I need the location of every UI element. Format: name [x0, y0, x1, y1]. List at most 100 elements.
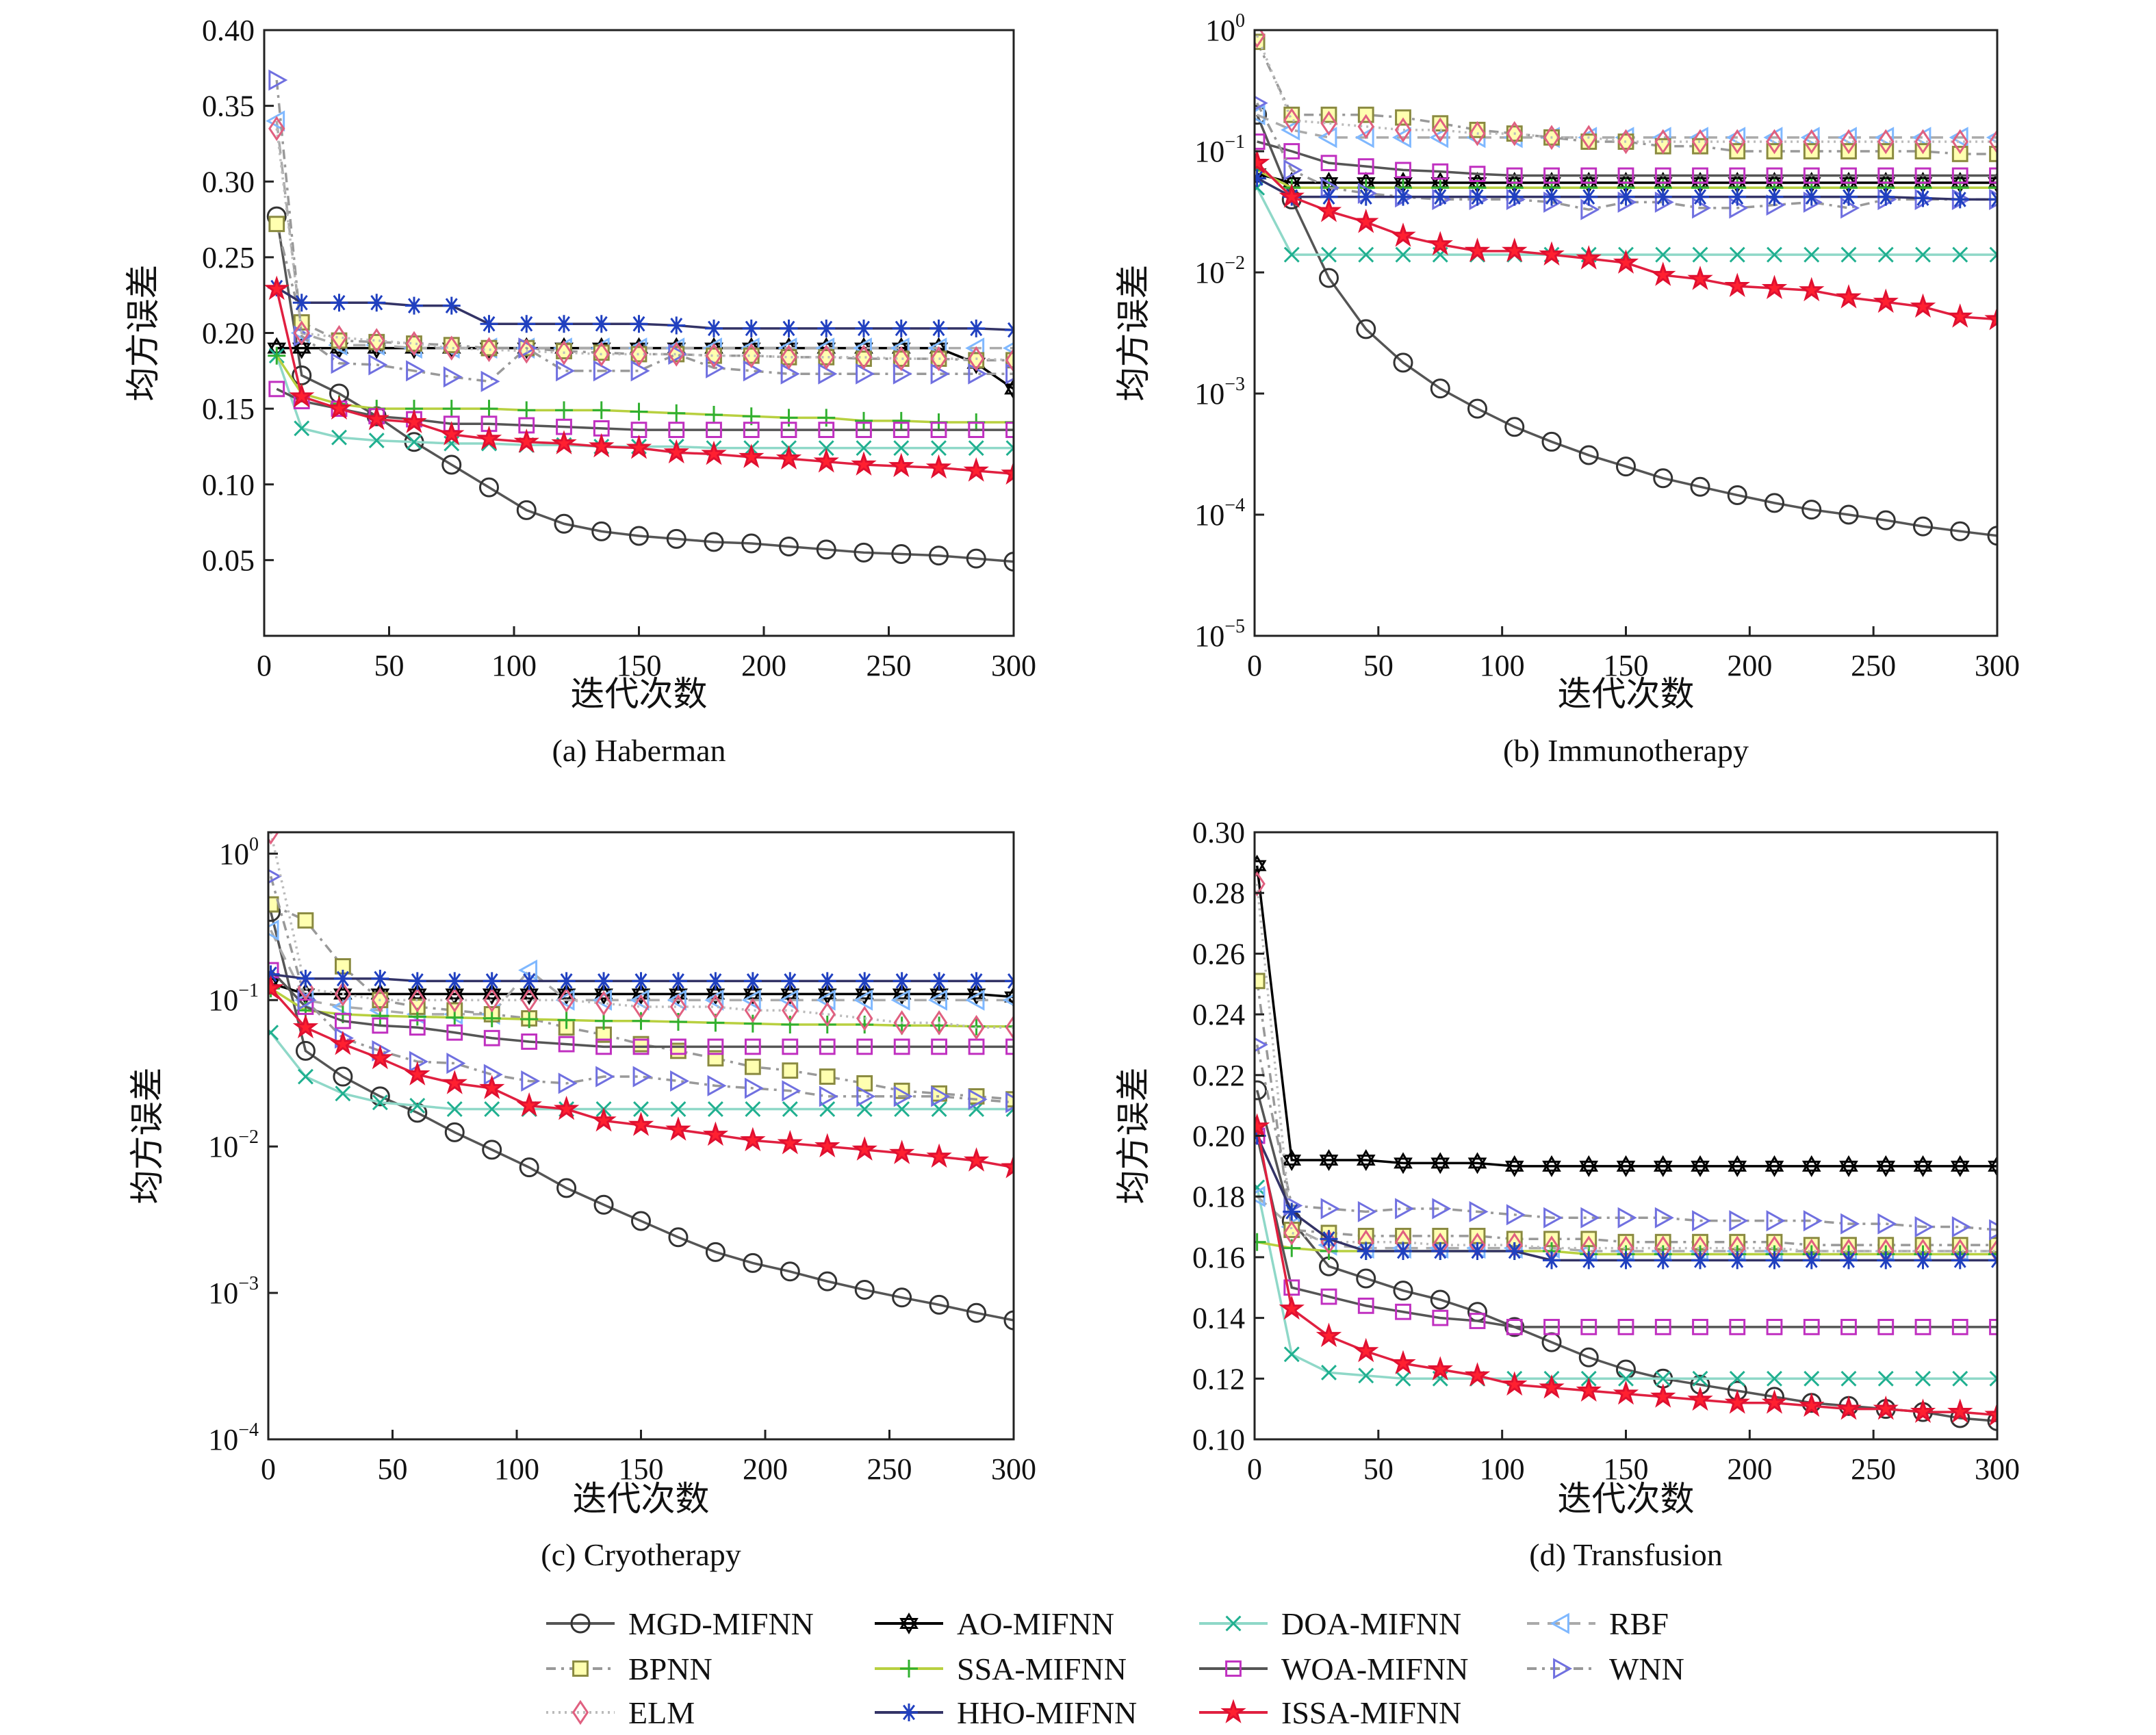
data-point: [1464, 1362, 1491, 1387]
data-point: [892, 411, 910, 430]
data-point: [1283, 107, 1300, 133]
data-point: [1467, 398, 1487, 419]
data-point: [1255, 95, 1268, 111]
y-tick-label: 0.30: [202, 165, 255, 198]
y-tick-label: 0.20: [1192, 1120, 1245, 1153]
data-point: [780, 344, 797, 370]
data-point: [331, 352, 350, 374]
data-point: [1877, 1370, 1894, 1387]
data-point: [968, 1014, 985, 1040]
data-point: [1255, 1179, 1266, 1196]
data-point: [668, 1227, 689, 1248]
data-point: [931, 1038, 947, 1055]
data-point: [1001, 1153, 1014, 1179]
data-point: [1692, 246, 1708, 263]
data-point: [483, 972, 501, 990]
data-point: [630, 360, 650, 382]
y-tick-label: 100: [219, 834, 259, 871]
data-point: [1840, 188, 1858, 206]
data-point: [1395, 246, 1411, 263]
data-point: [777, 1129, 803, 1155]
series-line: [269, 832, 1014, 1029]
data-point: [368, 433, 385, 449]
y-tick-label: 0.25: [202, 241, 255, 274]
data-point: [926, 1143, 952, 1168]
y-tick-label: 0.15: [202, 392, 255, 426]
legend-label: DOA-MIFNN: [1281, 1606, 1461, 1641]
data-point: [1915, 246, 1931, 263]
data-point: [1320, 110, 1337, 136]
data-point: [1691, 129, 1709, 155]
data-point: [1877, 1213, 1897, 1235]
data-point: [407, 1103, 428, 1123]
data-point: [593, 360, 613, 382]
y-tick-label: 0.28: [1192, 877, 1245, 910]
data-point: [965, 989, 985, 1011]
data-point: [1655, 246, 1671, 263]
data-point: [479, 477, 499, 498]
data-point: [1542, 1155, 1561, 1177]
data-point: [1692, 1370, 1708, 1387]
data-point: [1914, 129, 1932, 155]
data-point: [818, 363, 838, 385]
data-point: [1506, 1319, 1523, 1335]
data-point: [740, 1127, 766, 1152]
data-point: [592, 401, 611, 420]
data-point: [855, 344, 873, 370]
data-point: [668, 342, 685, 367]
data-point: [476, 425, 502, 450]
data-point: [483, 1029, 500, 1046]
data-point: [741, 533, 762, 554]
data-point: [1283, 159, 1303, 181]
data-point: [930, 346, 947, 372]
data-point: [705, 1242, 726, 1262]
data-point: [967, 972, 986, 990]
chart-caption: (b) Immunotherapy: [1503, 733, 1749, 768]
legend-item-bpnn: BPNN: [546, 1652, 713, 1686]
series-woa-mifnn: [268, 381, 1014, 439]
data-point: [782, 1062, 799, 1079]
y-axis-label: 均方误差: [1114, 265, 1153, 402]
x-tick-label: 200: [1727, 649, 1772, 682]
y-tick-label: 0.18: [1192, 1180, 1245, 1213]
x-axis-label: 迭代次数: [573, 1480, 710, 1518]
data-point: [593, 1194, 614, 1215]
data-point: [1283, 143, 1300, 159]
data-point: [1613, 1380, 1639, 1405]
y-tick-label: 10−3: [1194, 374, 1245, 411]
data-point: [1613, 249, 1639, 274]
data-point: [1394, 1242, 1412, 1261]
data-point: [1356, 1148, 1376, 1171]
data-point: [669, 972, 687, 990]
legend-item-hho-mifnn: HHO-MIFNN: [875, 1695, 1137, 1730]
data-point: [1727, 485, 1747, 505]
data-point: [1319, 1148, 1339, 1171]
data-point: [1987, 526, 1997, 546]
y-tick-label: 10−4: [208, 1419, 259, 1456]
data-point: [856, 422, 872, 439]
data-point: [1761, 274, 1788, 300]
data-point: [818, 422, 835, 439]
data-point: [1539, 241, 1565, 266]
data-point: [1431, 1242, 1450, 1261]
data-point: [554, 513, 574, 534]
data-point: [520, 972, 539, 990]
series-line: [1255, 981, 1997, 1246]
series-line: [1257, 140, 1997, 177]
data-point: [1255, 1185, 1266, 1207]
data-point: [268, 869, 282, 884]
data-point: [555, 401, 573, 420]
data-point: [268, 896, 279, 913]
chart-caption: (d) Transfusion: [1529, 1537, 1722, 1572]
data-point: [521, 1033, 538, 1050]
data-point: [1952, 246, 1968, 263]
data-point: [333, 983, 352, 1005]
y-tick-label: 0.35: [202, 90, 255, 123]
series-line: [275, 120, 1014, 350]
data-point: [268, 832, 279, 845]
data-point: [1802, 1251, 1821, 1270]
data-point: [405, 331, 423, 357]
data-point: [1877, 188, 1895, 206]
data-point: [1506, 167, 1523, 184]
data-point: [480, 370, 500, 392]
